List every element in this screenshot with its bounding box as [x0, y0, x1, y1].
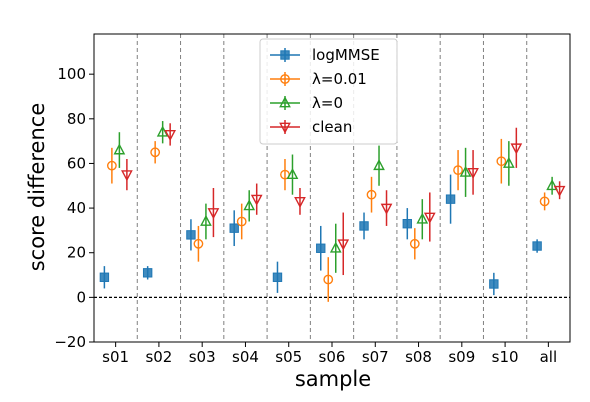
data-point	[373, 158, 385, 171]
legend-marker	[279, 96, 291, 108]
data-point	[200, 214, 212, 226]
data-point	[106, 160, 117, 171]
series-0	[99, 174, 542, 296]
y-tick-label: 0	[76, 288, 86, 306]
data-point	[546, 179, 558, 191]
x-tick-label: s03	[189, 348, 216, 366]
legend-marker	[280, 50, 290, 60]
data-point	[113, 143, 126, 155]
data-point	[272, 272, 283, 282]
data-point	[207, 208, 220, 220]
x-tick-label: s05	[275, 348, 302, 366]
data-point	[243, 199, 256, 211]
y-tick-label: 100	[57, 65, 86, 83]
legend-marker	[280, 74, 290, 84]
data-point	[164, 130, 177, 142]
data-point	[150, 147, 161, 158]
data-point	[366, 189, 377, 200]
x-tick-label: all	[540, 348, 558, 366]
data-point	[337, 239, 350, 251]
data-point	[459, 165, 472, 177]
data-point	[532, 241, 542, 251]
data-point	[380, 203, 393, 215]
data-point	[229, 223, 239, 233]
data-point	[294, 196, 306, 209]
data-point	[402, 219, 412, 229]
data-point	[416, 212, 429, 224]
legend-entry: λ=0	[270, 94, 343, 112]
data-point	[539, 196, 550, 207]
x-tick-label: s01	[102, 348, 129, 366]
legend-label: λ=0.01	[312, 70, 367, 88]
data-point	[445, 194, 456, 204]
legend-label: λ=0	[312, 94, 343, 112]
data-point	[502, 156, 515, 168]
data-point	[236, 216, 247, 227]
legend-entry: logMMSE	[270, 46, 380, 64]
y-tick-label: 20	[67, 244, 86, 262]
data-point	[510, 143, 523, 155]
legend-entry: λ=0.01	[270, 70, 367, 88]
data-point	[496, 156, 507, 167]
axes: −20 0 20 40 60 80 100 s01 s02 s03 s04 s05 s06 s07 s08 s…	[54, 33, 571, 366]
y-tick-label: 40	[67, 199, 86, 217]
x-tick-label: s06	[319, 348, 346, 366]
series-3	[121, 123, 566, 276]
x-axis-title: sample	[295, 367, 371, 391]
data-point	[359, 221, 369, 231]
data-point	[121, 170, 133, 182]
data-point	[453, 165, 463, 176]
legend-marker	[279, 122, 291, 134]
y-axis-title: score difference	[25, 103, 49, 272]
x-tick-label: s10	[492, 348, 519, 366]
legend-box	[259, 38, 398, 145]
x-tick-label: s08	[405, 348, 432, 366]
data-point	[193, 238, 204, 249]
data-point	[156, 125, 169, 137]
data-point	[329, 241, 342, 253]
data-point	[409, 238, 420, 249]
legend-label: clean	[312, 118, 352, 136]
data-point	[186, 230, 196, 240]
x-tick-label: s02	[145, 348, 172, 366]
y-tick-label: −20	[54, 333, 86, 351]
data-point	[250, 194, 263, 206]
data-point	[286, 167, 299, 180]
data-point	[323, 274, 334, 285]
data-point	[142, 268, 153, 278]
series-2	[113, 121, 558, 273]
legend-entry: clean	[270, 118, 352, 136]
data-marks	[99, 121, 566, 302]
y-tick-label: 80	[67, 110, 86, 128]
data-point	[489, 279, 499, 289]
x-tick-label: s09	[448, 348, 475, 366]
data-point	[467, 167, 479, 180]
data-point	[423, 212, 436, 224]
legend-label: logMMSE	[312, 46, 380, 64]
y-tick-label: 60	[67, 154, 86, 172]
x-tick-label: s04	[232, 348, 259, 366]
data-point	[99, 272, 110, 282]
data-point	[553, 185, 566, 197]
legend: logMMSE λ=0.01 λ=0 clean	[259, 38, 398, 145]
data-point	[316, 243, 326, 253]
x-tick-label: s07	[362, 348, 389, 366]
